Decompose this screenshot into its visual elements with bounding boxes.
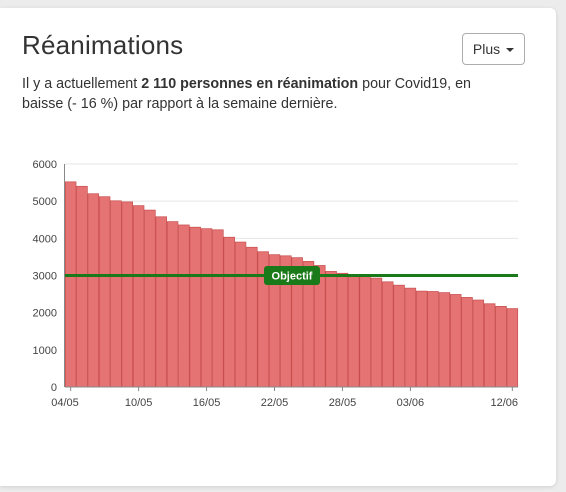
bar bbox=[87, 193, 100, 388]
bar bbox=[166, 221, 179, 388]
x-tick-label: 03/06 bbox=[397, 397, 425, 409]
bar bbox=[246, 246, 258, 388]
more-button-label: Plus bbox=[472, 41, 501, 57]
bar bbox=[234, 241, 247, 388]
bar bbox=[110, 200, 122, 388]
summary-prefix: Il y a actuellement bbox=[22, 76, 142, 92]
y-tick-label: 1000 bbox=[33, 345, 57, 357]
bar bbox=[461, 297, 473, 388]
bar bbox=[144, 209, 156, 388]
y-tick-label: 6000 bbox=[33, 159, 57, 171]
bar bbox=[438, 292, 451, 388]
objective-badge bbox=[264, 266, 320, 285]
bar bbox=[483, 303, 496, 388]
summary-suffix: pour Covid19, en baisse (- 16 %) par rap… bbox=[22, 76, 472, 112]
bar bbox=[178, 224, 190, 388]
y-tick-label: 5000 bbox=[33, 196, 57, 208]
bar bbox=[200, 228, 213, 388]
caret-down-icon bbox=[506, 47, 515, 52]
bar bbox=[370, 277, 383, 388]
bar bbox=[76, 185, 88, 388]
summary-highlight: 2 110 personnes en réanimation bbox=[141, 76, 359, 92]
objective-label: Objectif bbox=[272, 271, 313, 283]
bar bbox=[189, 226, 201, 388]
summary-text: Il y a actuellement 2 110 personnes en r… bbox=[22, 74, 512, 114]
bar bbox=[212, 229, 224, 388]
bar bbox=[155, 216, 167, 388]
bar bbox=[132, 205, 145, 388]
y-tick-label: 3000 bbox=[33, 271, 57, 283]
bar bbox=[121, 201, 134, 388]
more-button[interactable]: Plus bbox=[462, 33, 525, 65]
x-tick-label: 12/06 bbox=[490, 397, 518, 409]
bar bbox=[404, 287, 417, 388]
bar bbox=[393, 284, 405, 388]
x-tick-label: 04/05 bbox=[51, 397, 79, 409]
bar bbox=[472, 299, 485, 388]
bar bbox=[98, 196, 111, 388]
x-tick-label: 16/05 bbox=[193, 397, 221, 409]
bar bbox=[450, 294, 462, 388]
bar bbox=[348, 274, 360, 388]
card-title: Réanimations bbox=[22, 30, 184, 60]
y-tick-label: 2000 bbox=[33, 308, 57, 320]
bar bbox=[416, 290, 428, 388]
x-tick-label: 10/05 bbox=[125, 397, 153, 409]
bar bbox=[325, 271, 337, 388]
bar bbox=[495, 305, 507, 388]
bar bbox=[64, 181, 77, 388]
x-tick-label: 28/05 bbox=[329, 397, 357, 409]
y-tick-label: 0 bbox=[51, 382, 57, 394]
bar bbox=[359, 275, 371, 388]
bar bbox=[427, 291, 439, 388]
y-tick-label: 4000 bbox=[33, 233, 57, 245]
bar bbox=[506, 308, 519, 388]
x-tick-label: 22/05 bbox=[261, 397, 289, 409]
bar bbox=[382, 281, 394, 388]
bar bbox=[336, 272, 349, 388]
bar bbox=[223, 236, 235, 388]
